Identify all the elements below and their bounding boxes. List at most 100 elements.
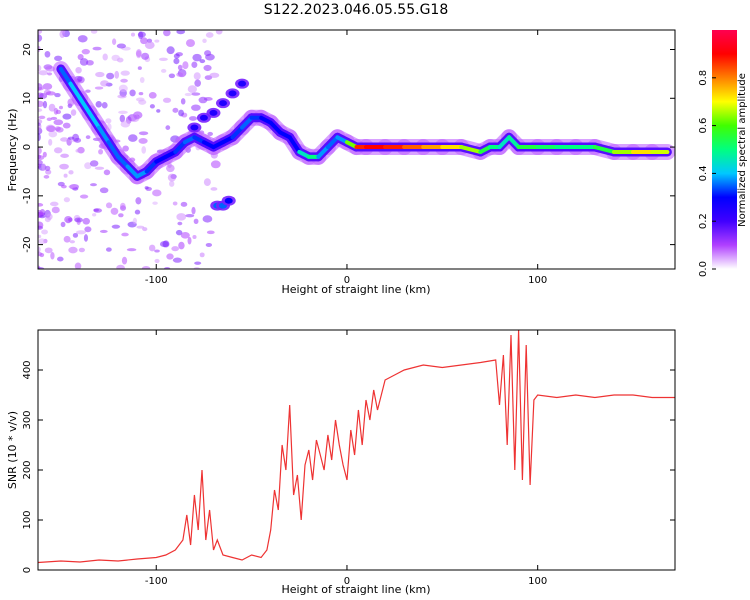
noise-blob xyxy=(67,136,75,140)
noise-blob xyxy=(68,184,77,189)
noise-blob xyxy=(203,64,212,72)
noise-blob xyxy=(89,160,99,167)
noise-blob xyxy=(70,109,77,116)
noise-blob xyxy=(47,72,53,76)
y-tick-label: 0 xyxy=(22,567,33,573)
noise-blob xyxy=(60,221,66,228)
noise-blob xyxy=(44,50,51,58)
noise-blob xyxy=(59,163,69,170)
noise-blob xyxy=(194,261,202,265)
noise-blob xyxy=(172,107,179,113)
x-tick-label: 0 xyxy=(344,275,350,286)
noise-blob xyxy=(192,234,197,240)
noise-blob xyxy=(63,197,70,203)
noise-blob xyxy=(142,227,148,232)
noise-blob xyxy=(54,55,63,62)
noise-blob xyxy=(178,109,185,117)
noise-blob xyxy=(149,104,155,109)
noise-blob xyxy=(61,184,67,189)
noise-blob xyxy=(38,238,46,245)
noise-blob xyxy=(78,247,85,253)
noise-blob xyxy=(191,206,196,215)
noise-blob xyxy=(167,173,177,182)
noise-blob xyxy=(45,65,56,72)
ridge-segment xyxy=(230,125,245,140)
noise-blob xyxy=(82,217,90,225)
ridge-segment xyxy=(106,140,121,159)
noise-blob xyxy=(98,149,104,155)
noise-blob xyxy=(51,206,60,214)
spectrogram-ylabel: Frequency (Hz) xyxy=(6,109,19,192)
noise-blob xyxy=(156,109,161,113)
ridge-segment xyxy=(116,154,130,169)
snr-xlabel: Height of straight line (km) xyxy=(281,583,430,596)
noise-blob xyxy=(64,215,73,223)
noise-blob xyxy=(130,32,136,37)
noise-blob xyxy=(45,91,56,96)
noise-blob xyxy=(180,232,190,239)
noise-blob xyxy=(69,240,76,244)
noise-blob xyxy=(38,154,45,161)
noise-blob xyxy=(180,201,188,207)
noise-blob xyxy=(77,35,88,43)
noise-blob xyxy=(79,58,89,66)
y-tick-label: -10 xyxy=(22,188,33,204)
noise-blob xyxy=(209,72,220,78)
noise-blob xyxy=(42,100,48,109)
noise-blob xyxy=(210,160,221,169)
noise-blob xyxy=(48,103,56,112)
y-tick-label: 200 xyxy=(22,460,33,479)
noise-blob xyxy=(53,119,64,126)
noise-blob xyxy=(169,180,175,187)
noise-blob xyxy=(193,72,201,80)
noise-blob xyxy=(188,116,198,121)
branch-point xyxy=(209,109,218,116)
noise-blob xyxy=(192,53,202,62)
noise-blob xyxy=(121,256,128,265)
noise-blob xyxy=(99,229,108,233)
noise-blob xyxy=(99,187,109,194)
noise-blob xyxy=(84,226,92,233)
noise-blob xyxy=(141,265,151,269)
y-tick-label: 300 xyxy=(22,410,33,429)
snr-ylabel: SNR (10 * v/v) xyxy=(6,411,19,489)
ridge-segment xyxy=(507,135,521,150)
noise-blob xyxy=(79,194,89,199)
noise-blob xyxy=(59,30,66,38)
noise-blob xyxy=(42,151,47,158)
noise-blob xyxy=(110,207,119,215)
noise-blob xyxy=(72,232,79,238)
noise-blob xyxy=(199,59,206,64)
noise-blob xyxy=(204,50,212,57)
noise-blob xyxy=(122,145,129,152)
noise-blob xyxy=(44,247,53,254)
noise-blob xyxy=(50,251,55,260)
noise-blob xyxy=(193,218,199,225)
noise-blob xyxy=(178,71,186,78)
noise-blob xyxy=(161,68,167,73)
noise-blob xyxy=(95,71,105,78)
noise-blob xyxy=(199,252,205,258)
ridge-segment xyxy=(459,145,483,154)
noise-blob xyxy=(132,217,138,225)
noise-blob xyxy=(103,169,111,176)
noise-blob xyxy=(180,98,186,105)
noise-blob xyxy=(144,186,149,190)
noise-blob xyxy=(128,134,138,142)
noise-blob xyxy=(178,241,185,250)
colorbar-label: Normalized spectral amplitude xyxy=(737,73,748,227)
colorbar-tick-label: 0.6 xyxy=(698,118,709,134)
noise-blob xyxy=(141,52,150,60)
noise-blob xyxy=(55,127,64,133)
noise-blob xyxy=(118,84,128,93)
noise-blob xyxy=(101,102,108,109)
spectrogram-xlabel: Height of straight line (km) xyxy=(281,283,430,296)
noise-blob xyxy=(182,61,189,70)
noise-blob xyxy=(75,149,80,153)
y-tick-label: 400 xyxy=(22,360,33,379)
branch-point xyxy=(224,197,233,204)
noise-blob xyxy=(58,105,63,110)
noise-blob xyxy=(166,46,175,55)
